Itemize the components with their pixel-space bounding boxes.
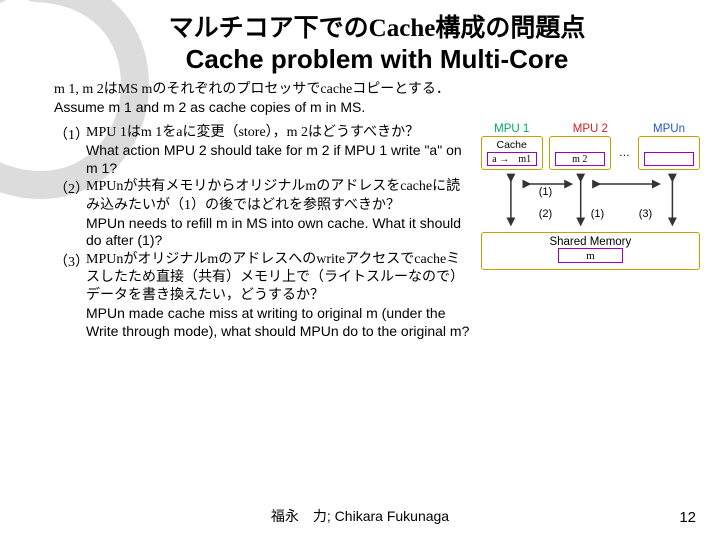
problem-list: （1）MPU 1はm 1をaに変更（store），m 2はどうすべきか？What…	[54, 123, 473, 341]
title-en: Cache problem with Multi-Core	[54, 44, 700, 75]
cache-diagram: MPU 1MPU 2MPUn Cachea →m1 m 2 … (1) (2) …	[481, 123, 700, 270]
intro-en: Assume m 1 and m 2 as cache copies of m …	[54, 99, 700, 115]
page-number: 12	[679, 509, 696, 526]
intro-ja: m 1, m 2はMS mのそれぞれのプロセッサでcacheコピーとする．	[54, 81, 700, 99]
author: 福永 力; Chikara Fukunaga	[0, 506, 720, 526]
title-ja: マルチコア下でのCache構成の問題点	[54, 8, 700, 44]
